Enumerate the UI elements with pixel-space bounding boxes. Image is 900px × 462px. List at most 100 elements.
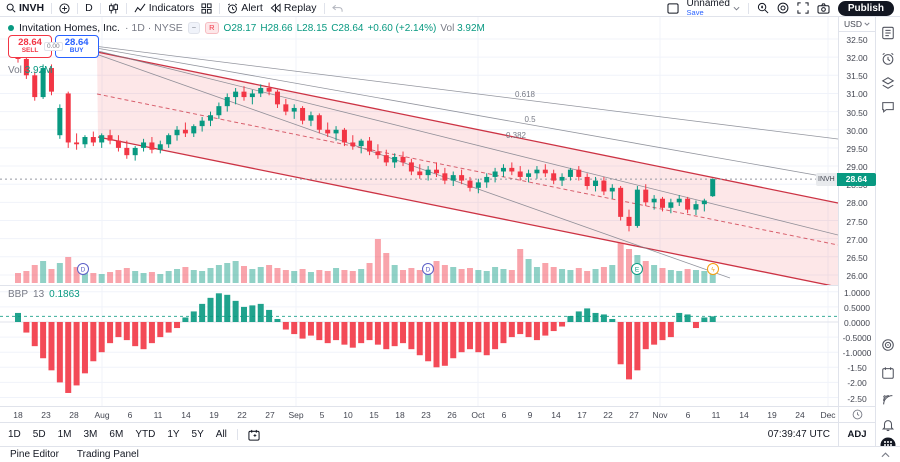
time-tick: 9	[527, 410, 533, 420]
candle	[542, 164, 548, 177]
layout-select-button[interactable]	[666, 2, 679, 14]
timeframe-5y[interactable]: 5Y	[191, 429, 204, 440]
time-tick: 26	[447, 410, 457, 420]
search-icon	[6, 3, 16, 13]
indicators-button[interactable]: Indicators	[134, 2, 194, 14]
timeframe-3m[interactable]: 3M	[83, 429, 98, 440]
candle	[283, 98, 289, 116]
chat-icon[interactable]	[880, 99, 896, 115]
price-axis[interactable]: USD 32.50 32.00 31.50 31.00 30.50 30.00 29.50 2…	[816, 17, 876, 446]
top-toolbar: INVH D Indicators Alert	[0, 0, 900, 17]
notifications-bell-icon[interactable]	[880, 417, 896, 433]
panel-separator[interactable]	[0, 285, 838, 286]
time-tick: 18	[13, 410, 23, 420]
timeframe-1m[interactable]: 1M	[57, 429, 72, 440]
go-to-date-button[interactable]	[248, 429, 260, 441]
event-marker[interactable]: E	[631, 263, 643, 275]
timeframe-6m[interactable]: 6M	[109, 429, 124, 440]
settings-button[interactable]	[777, 2, 789, 14]
time-tick: 6	[127, 410, 133, 420]
event-marker[interactable]: D	[422, 263, 434, 275]
event-marker[interactable]: ϟ	[707, 263, 719, 275]
candle	[559, 173, 565, 187]
timeframe-5d[interactable]: 5D	[32, 429, 46, 440]
price-tick-label: 26.00	[846, 270, 868, 281]
candle	[32, 71, 38, 101]
timeframe-1y[interactable]: 1Y	[167, 429, 180, 440]
candle	[90, 131, 96, 147]
screenshot-button[interactable]	[817, 2, 830, 14]
layout-name-button[interactable]: Unnamed Save	[687, 0, 740, 17]
candle	[576, 166, 582, 181]
news-icon[interactable]	[880, 392, 896, 408]
compare-add-button[interactable]	[59, 2, 70, 14]
candle	[316, 113, 322, 134]
candle	[23, 55, 29, 79]
svg-text:ϟ: ϟ	[711, 267, 715, 274]
watchlist-icon[interactable]	[880, 25, 896, 41]
save-layout-link[interactable]: Save	[686, 8, 704, 18]
legend-minus-chip[interactable]: −	[187, 22, 201, 34]
quick-search-button[interactable]	[757, 2, 769, 14]
candle	[132, 146, 138, 161]
time-axis[interactable]: 18 23 28 Aug 6 11 14 19 22 27 Sep 5 10 15 18 23 26 Oct 6 9 1…	[0, 406, 838, 422]
replay-button[interactable]: Replay	[270, 2, 317, 14]
candle	[208, 111, 214, 127]
pine-editor-button[interactable]: Pine Editor	[10, 449, 59, 460]
sell-button[interactable]: 28.64 SELL	[8, 35, 52, 58]
bbp-chart-canvas[interactable]	[0, 285, 838, 406]
bbp-tick-label: -2.00	[847, 378, 867, 389]
undo-button[interactable]	[331, 4, 343, 13]
alerts-icon[interactable]	[880, 51, 896, 67]
alert-button[interactable]: Alert	[227, 2, 263, 14]
ideas-icon[interactable]	[880, 337, 896, 353]
buy-button[interactable]: 28.64 BUY	[54, 35, 99, 58]
timeframe-all[interactable]: All	[215, 429, 227, 440]
adj-toggle[interactable]: ADJ	[838, 422, 875, 446]
bbp-legend[interactable]: BBP 13 0.1863	[8, 289, 80, 300]
candle	[57, 104, 63, 139]
badge-symbol: INVH	[816, 172, 837, 186]
currency-selector[interactable]: USD	[839, 17, 875, 32]
bbp-tick-label: 0.0000	[844, 318, 870, 328]
event-marker[interactable]: D	[77, 263, 89, 275]
clock-time[interactable]: 07:39:47 UTC	[767, 429, 830, 440]
market-status-dot	[8, 25, 14, 31]
timeframe-bar: 1D 5D 1M 3M 6M YTD 1Y 5Y All 07:39:47 UTC	[0, 422, 838, 446]
high-value: H28.66	[260, 22, 293, 34]
trading-panel-button[interactable]: Trading Panel	[76, 449, 139, 460]
indicator-templates-button[interactable]	[201, 2, 212, 14]
candle	[676, 195, 682, 206]
candle	[333, 126, 339, 141]
legend-r-chip[interactable]: R	[205, 22, 219, 34]
undo-arrow-icon	[331, 4, 343, 12]
ohlc-values: O28.17 H28.66 L28.15 C28.64 +0.60 (+2.14…	[224, 23, 485, 34]
spread-value: 0.00	[44, 42, 63, 51]
candle	[392, 153, 398, 168]
legend-title[interactable]: Invitation Homes, Inc.	[19, 22, 120, 34]
fullscreen-button[interactable]	[797, 2, 809, 14]
symbol-search[interactable]: INVH	[6, 2, 44, 14]
candle	[115, 135, 121, 152]
object-tree-icon[interactable]	[880, 75, 896, 91]
indicators-icon	[134, 3, 146, 12]
time-tick: 11	[153, 410, 163, 420]
buy-sell-widget: 28.64 SELL 0.00 28.64 BUY	[8, 35, 99, 58]
close-value: C28.64	[331, 22, 364, 34]
interval-button[interactable]: D	[85, 2, 93, 14]
time-tick: 24	[795, 410, 805, 420]
publish-button[interactable]: Publish	[837, 0, 894, 16]
candle	[408, 158, 414, 176]
candle	[166, 133, 172, 148]
timeframe-1d[interactable]: 1D	[8, 429, 21, 440]
time-tick: 23	[421, 410, 431, 420]
svg-text:D: D	[81, 267, 86, 274]
timeframe-ytd[interactable]: YTD	[135, 429, 156, 440]
calendar-icon[interactable]	[880, 365, 896, 381]
chart-style-button[interactable]	[108, 2, 119, 14]
timezone-corner[interactable]	[838, 406, 875, 422]
time-tick: 6	[501, 410, 507, 420]
expand-panel-button[interactable]	[881, 451, 890, 458]
